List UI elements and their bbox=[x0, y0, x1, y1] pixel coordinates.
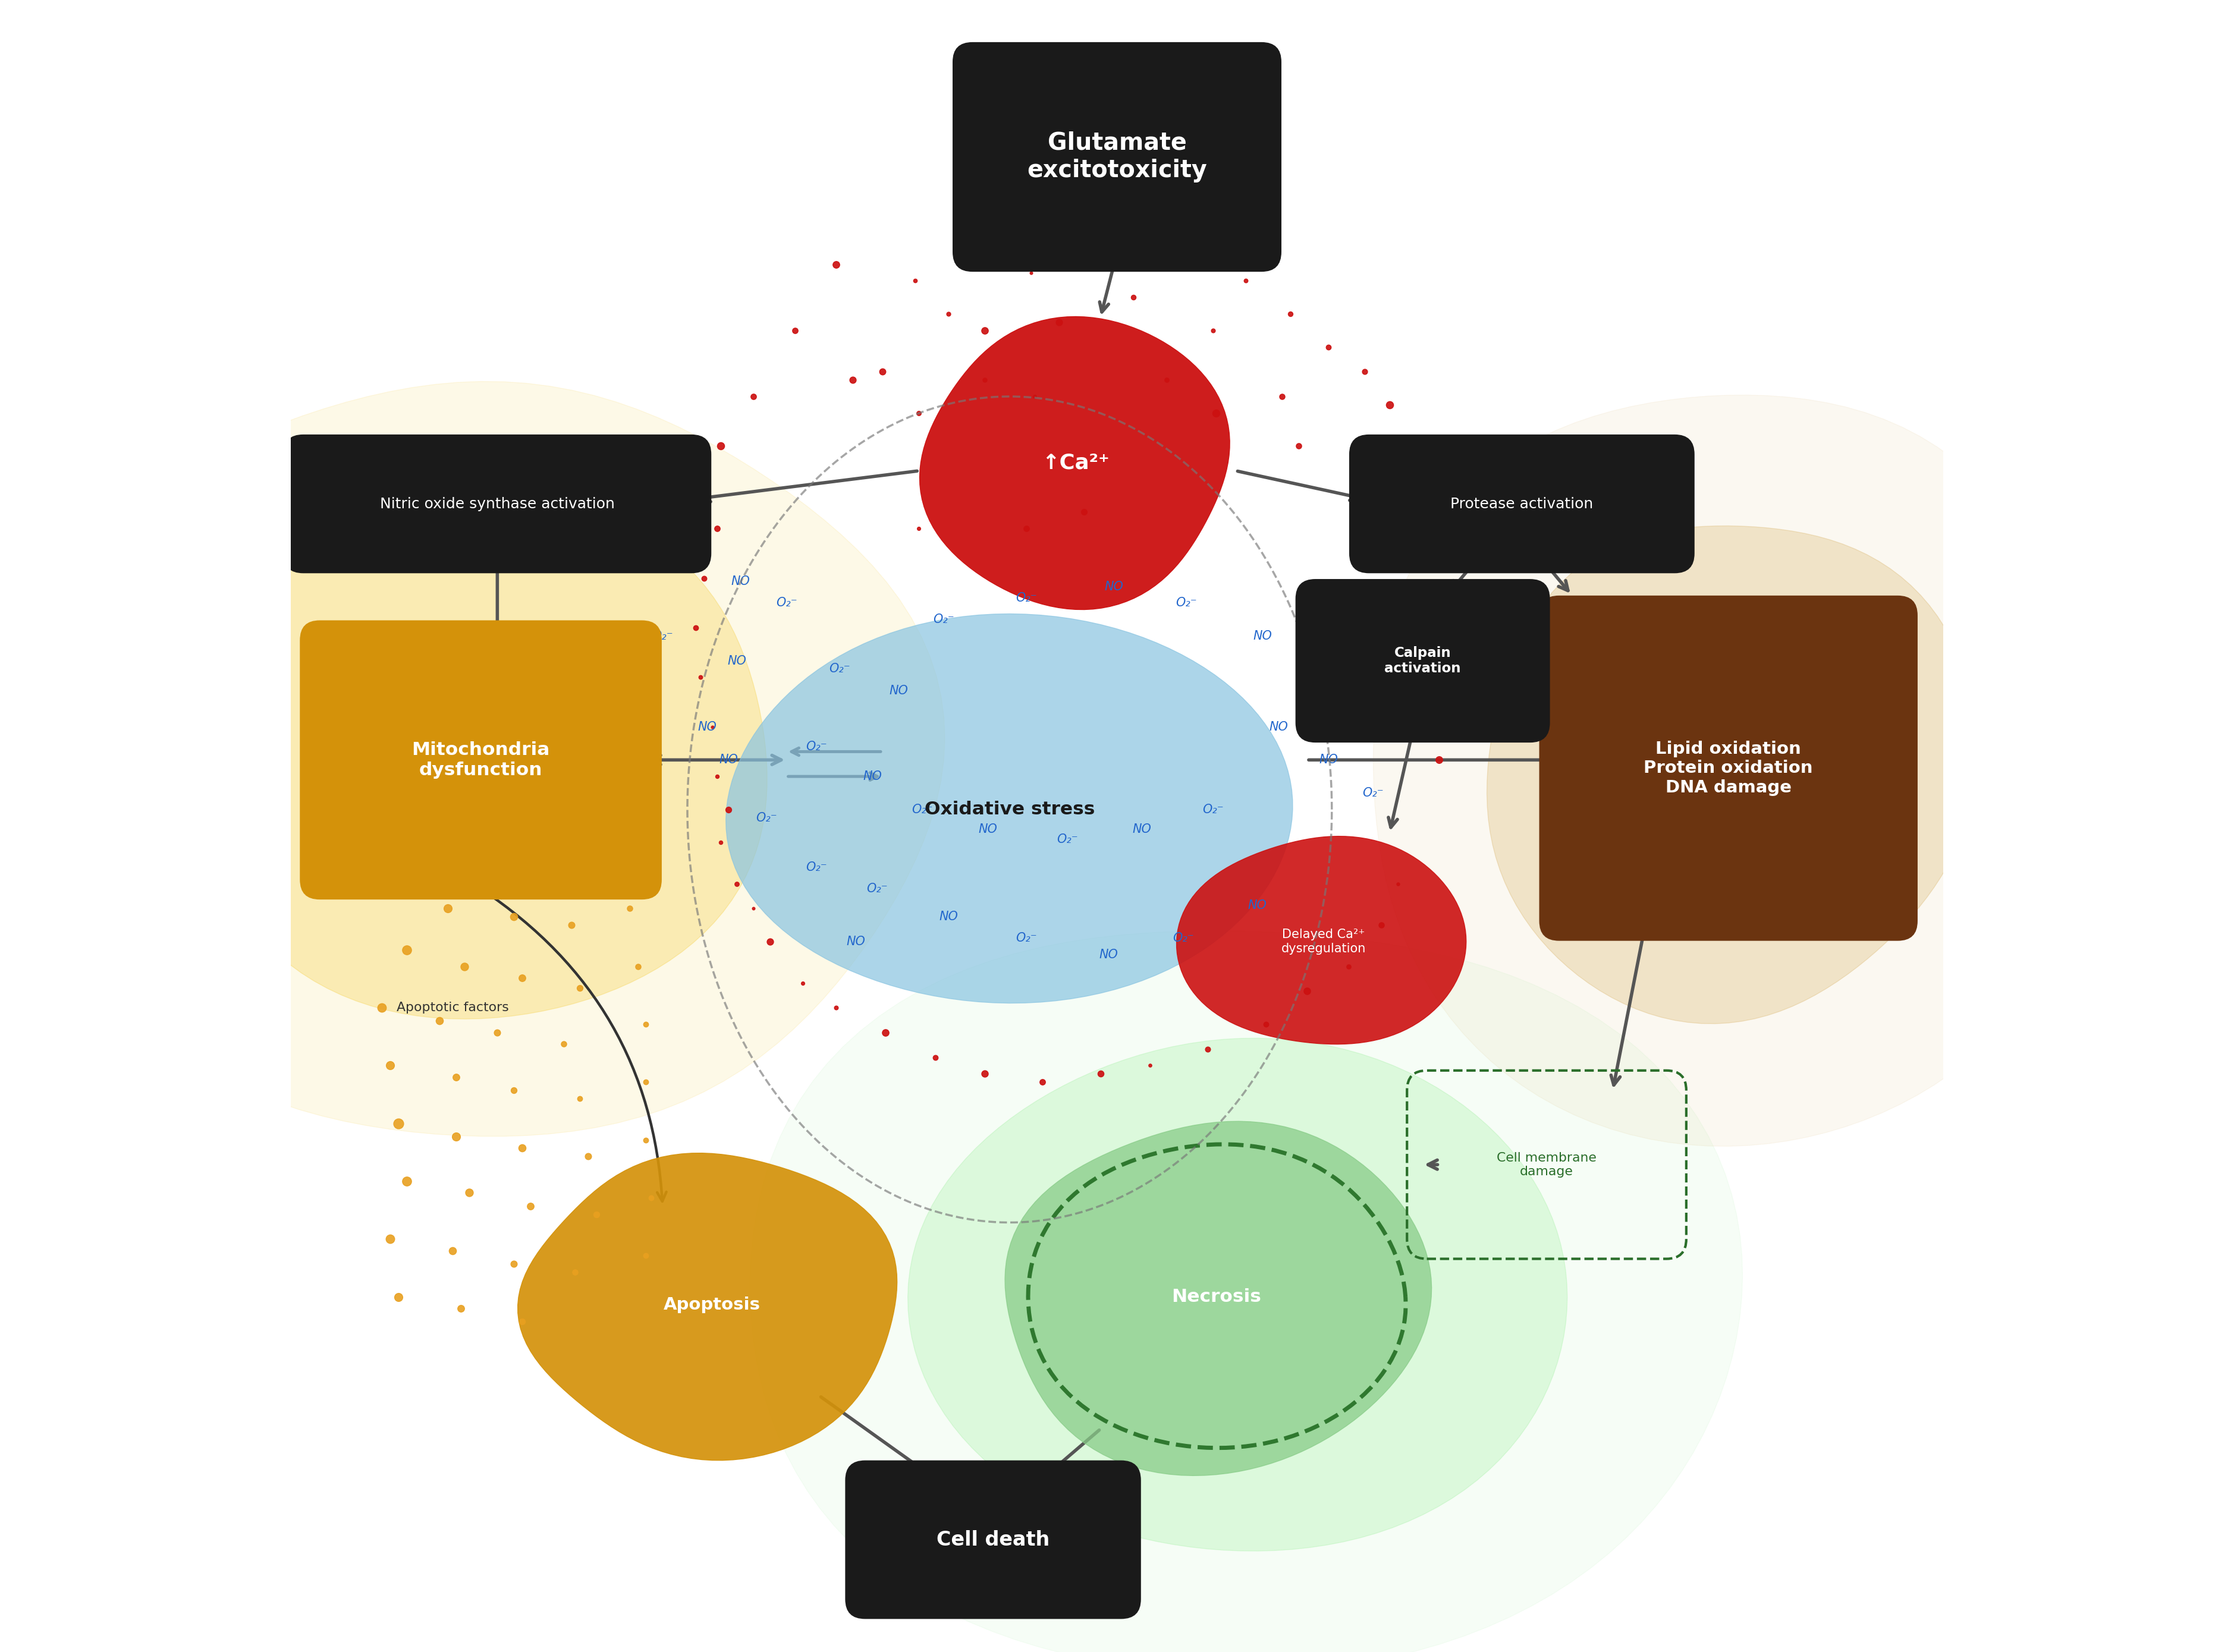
Text: ↑Ca²⁺: ↑Ca²⁺ bbox=[1041, 453, 1110, 472]
Text: NO: NO bbox=[1099, 948, 1119, 961]
FancyBboxPatch shape bbox=[299, 620, 661, 899]
Text: NO: NO bbox=[1269, 720, 1289, 733]
Polygon shape bbox=[1005, 1122, 1432, 1475]
FancyBboxPatch shape bbox=[284, 434, 710, 573]
Polygon shape bbox=[1177, 836, 1466, 1044]
Polygon shape bbox=[726, 615, 1293, 1003]
Text: O₂⁻: O₂⁻ bbox=[1016, 591, 1037, 605]
Text: O₂⁻: O₂⁻ bbox=[775, 596, 798, 610]
Text: Glutamate
excitotoxicity: Glutamate excitotoxicity bbox=[1028, 131, 1206, 183]
Text: Necrosis: Necrosis bbox=[1171, 1289, 1260, 1305]
Text: NO: NO bbox=[1133, 823, 1151, 836]
Text: NO: NO bbox=[731, 575, 751, 588]
Text: NO: NO bbox=[847, 935, 865, 948]
Text: Apoptotic factors: Apoptotic factors bbox=[398, 1001, 509, 1014]
Text: O₂⁻: O₂⁻ bbox=[755, 811, 777, 824]
Text: O₂⁻: O₂⁻ bbox=[806, 861, 827, 874]
Polygon shape bbox=[31, 382, 945, 1137]
Text: Lipid oxidation
Protein oxidation
DNA damage: Lipid oxidation Protein oxidation DNA da… bbox=[1644, 740, 1814, 796]
Polygon shape bbox=[194, 501, 766, 1019]
Text: Cell death: Cell death bbox=[936, 1530, 1050, 1550]
Text: Apoptosis: Apoptosis bbox=[663, 1297, 760, 1313]
Text: Cell membrane
damage: Cell membrane damage bbox=[1497, 1151, 1597, 1178]
Text: Protease activation: Protease activation bbox=[1450, 497, 1593, 510]
Text: NO: NO bbox=[719, 753, 737, 767]
Text: NO: NO bbox=[889, 684, 909, 697]
Text: O₂⁻: O₂⁻ bbox=[1016, 932, 1037, 945]
Polygon shape bbox=[907, 1037, 1568, 1551]
Text: O₂⁻: O₂⁻ bbox=[1175, 596, 1197, 610]
Text: NO: NO bbox=[1253, 629, 1271, 643]
FancyBboxPatch shape bbox=[1349, 434, 1696, 573]
Text: Delayed Ca²⁺
dysregulation: Delayed Ca²⁺ dysregulation bbox=[1282, 928, 1365, 955]
Text: NO: NO bbox=[1249, 899, 1267, 912]
Text: O₂⁻: O₂⁻ bbox=[911, 803, 932, 816]
Polygon shape bbox=[1488, 525, 1977, 1024]
Text: O₂⁻: O₂⁻ bbox=[1057, 833, 1079, 846]
Text: Nitric oxide synthase activation: Nitric oxide synthase activation bbox=[380, 497, 614, 510]
Text: O₂⁻: O₂⁻ bbox=[1363, 786, 1383, 800]
Text: Mitochondria
dysfunction: Mitochondria dysfunction bbox=[411, 742, 550, 778]
Text: NO: NO bbox=[938, 910, 958, 923]
Text: O₂⁻: O₂⁻ bbox=[652, 629, 672, 643]
Text: O₂⁻: O₂⁻ bbox=[934, 613, 954, 626]
Text: NO: NO bbox=[862, 770, 882, 783]
Polygon shape bbox=[920, 317, 1229, 610]
Text: O₂⁻: O₂⁻ bbox=[867, 882, 889, 895]
FancyBboxPatch shape bbox=[1296, 580, 1550, 743]
Text: Calpain
activation: Calpain activation bbox=[1385, 646, 1461, 676]
FancyBboxPatch shape bbox=[844, 1460, 1142, 1619]
Text: O₂⁻: O₂⁻ bbox=[1345, 695, 1367, 709]
Text: NO: NO bbox=[728, 654, 746, 667]
Text: O₂⁻: O₂⁻ bbox=[657, 555, 679, 568]
Text: O₂⁻: O₂⁻ bbox=[1173, 932, 1193, 945]
Text: O₂⁻: O₂⁻ bbox=[806, 740, 827, 753]
Polygon shape bbox=[518, 1153, 898, 1460]
Text: NO: NO bbox=[1302, 662, 1323, 676]
Text: NO: NO bbox=[978, 823, 999, 836]
FancyBboxPatch shape bbox=[1539, 596, 1917, 942]
Text: Oxidative stress: Oxidative stress bbox=[925, 801, 1095, 818]
Text: NO: NO bbox=[1104, 580, 1124, 593]
FancyBboxPatch shape bbox=[952, 43, 1282, 273]
Text: O₂⁻: O₂⁻ bbox=[829, 662, 849, 676]
Text: O₂⁻: O₂⁻ bbox=[1202, 803, 1224, 816]
Text: NO: NO bbox=[1318, 753, 1338, 767]
Polygon shape bbox=[1374, 395, 2084, 1146]
Polygon shape bbox=[751, 930, 1743, 1652]
Text: NO: NO bbox=[697, 720, 717, 733]
